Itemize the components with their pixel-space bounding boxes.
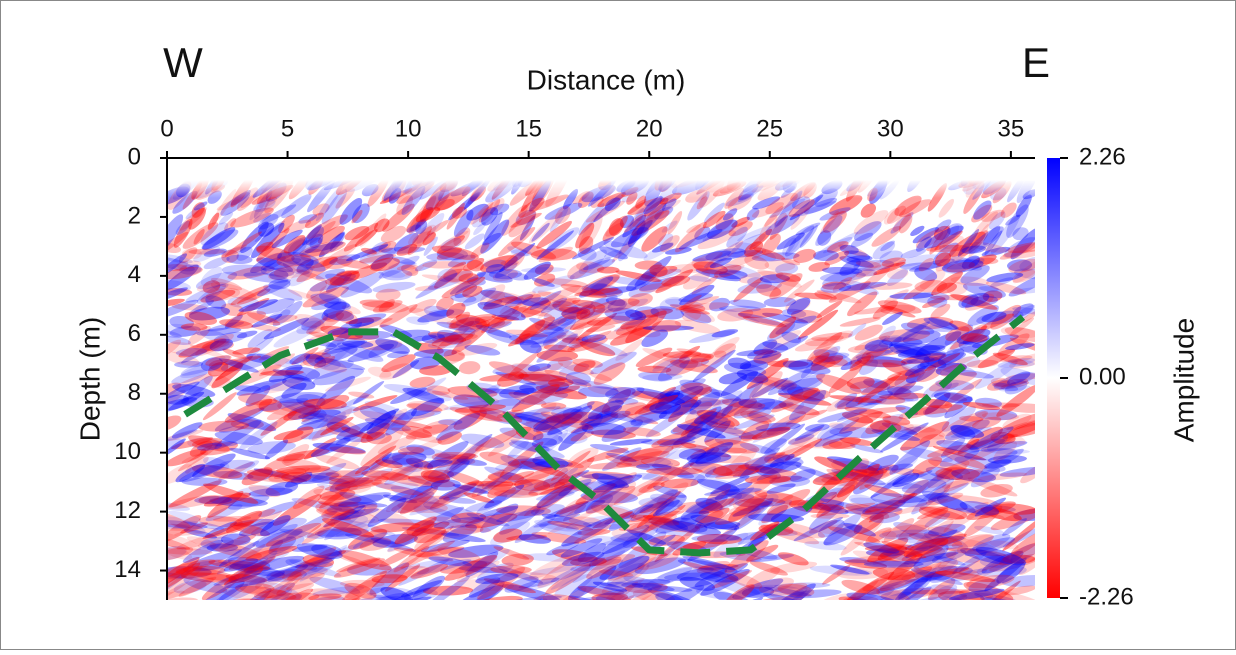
colorbar-tick-label: 2.26 (1079, 143, 1126, 170)
y-tick-label: 8 (128, 379, 141, 406)
colorbar-tick-label: 0.00 (1079, 363, 1126, 390)
y-axis-label: Depth (m) (74, 317, 105, 441)
interpreted-boundary (183, 314, 1026, 557)
y-tick-label: 4 (128, 261, 141, 288)
x-axis-label: Distance (m) (527, 64, 686, 95)
x-tick-label: 0 (160, 115, 173, 142)
colorbar-label: Amplitude (1168, 318, 1199, 443)
annotation-east: E (1022, 39, 1050, 86)
y-tick-label: 6 (128, 320, 141, 347)
x-tick-label: 30 (877, 115, 904, 142)
x-tick-label: 20 (636, 115, 663, 142)
y-tick-label: 0 (128, 143, 141, 170)
x-tick-label: 35 (998, 115, 1025, 142)
radargram-texture (167, 163, 1035, 600)
x-tick-label: 5 (281, 115, 294, 142)
y-tick-label: 14 (114, 556, 141, 583)
colorbar (1047, 158, 1060, 598)
x-tick-label: 10 (395, 115, 422, 142)
colorbar-tick-label: -2.26 (1079, 583, 1134, 610)
air-gap (167, 158, 1035, 198)
y-tick-label: 12 (114, 497, 141, 524)
annotation-west: W (163, 39, 203, 86)
x-tick-label: 25 (756, 115, 783, 142)
y-tick-label: 2 (128, 202, 141, 229)
x-tick-label: 15 (515, 115, 542, 142)
y-tick-label: 10 (114, 438, 141, 465)
